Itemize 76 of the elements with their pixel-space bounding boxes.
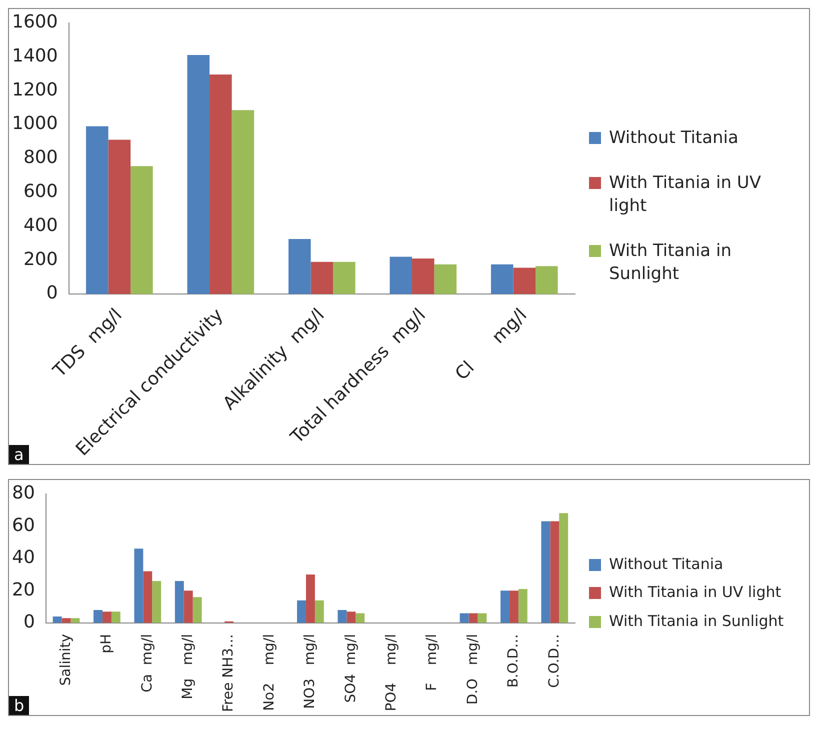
x-tick-label: Salinity	[58, 634, 74, 686]
bar	[143, 571, 152, 623]
bar	[184, 590, 193, 623]
bar	[338, 610, 347, 623]
bar	[297, 600, 306, 623]
bar	[412, 258, 434, 294]
x-tick-label: Ca mg/l	[139, 634, 156, 692]
x-tick-label: Mg mg/l	[180, 634, 196, 700]
x-tick-label: C.O.D…	[546, 634, 562, 688]
y-tick-label: 1000	[12, 113, 58, 134]
y-tick-label: 1600	[12, 11, 58, 32]
legend-label: Without Titania	[609, 554, 724, 574]
x-tick-label: pH	[98, 634, 115, 654]
bar	[490, 264, 514, 294]
y-tick-label: 0	[46, 282, 58, 304]
text: a	[9, 445, 29, 464]
bar	[513, 268, 536, 294]
y-tick-label: 200	[23, 248, 58, 270]
bar	[70, 618, 80, 623]
legend-label: With Titania in Sunlight	[609, 240, 732, 286]
bar	[187, 55, 210, 294]
text: b	[9, 696, 30, 715]
bar	[108, 140, 131, 294]
bar	[500, 590, 510, 623]
bar	[550, 521, 560, 623]
bar	[536, 266, 558, 294]
y-tick-label: 1400	[12, 45, 58, 66]
x-tick-label: F mg/l	[424, 634, 440, 691]
bar	[232, 110, 254, 294]
legend-label: Without Titania	[609, 127, 738, 150]
y-tick-label: 400	[23, 214, 58, 236]
bar	[333, 262, 356, 294]
bar	[509, 590, 518, 623]
y-tick-label: 0	[23, 612, 35, 633]
bar	[86, 126, 108, 294]
bar	[152, 580, 162, 623]
bar	[356, 613, 365, 623]
bar	[478, 613, 487, 623]
bar	[390, 256, 412, 294]
legend-label: With Titania in Sunlight	[609, 610, 784, 631]
x-tick-label: No2 mg/l	[261, 634, 278, 711]
y-tick-label: 1200	[12, 79, 58, 100]
x-tick-label: NO3 mg/l	[302, 634, 318, 709]
bar	[94, 610, 102, 623]
bar	[460, 613, 469, 623]
bar	[346, 612, 356, 623]
bar	[306, 574, 315, 623]
x-tick-label: SO4 mg/l	[342, 634, 359, 703]
x-tick-label: PO4 mg/l	[383, 634, 400, 712]
x-tick-label: Free NH3…	[220, 634, 237, 712]
bar	[559, 513, 568, 623]
x-tick-label: B.O.D…	[506, 634, 522, 688]
bar	[288, 238, 311, 294]
bar	[174, 580, 184, 623]
y-tick-label: 600	[23, 181, 58, 202]
y-tick-label: 60	[12, 514, 35, 536]
legend-label: With Titania in UV light	[609, 172, 762, 218]
y-tick-label: 80	[12, 482, 35, 504]
y-tick-label: 20	[12, 579, 35, 600]
bar	[134, 548, 144, 623]
legend-label: With Titania in UV light	[609, 582, 782, 603]
bar	[52, 616, 62, 623]
bar	[210, 74, 232, 294]
bar	[102, 612, 112, 623]
bar	[192, 597, 202, 623]
bar	[130, 166, 153, 294]
bar	[434, 264, 457, 294]
bar	[518, 589, 528, 623]
bar	[541, 521, 550, 623]
y-tick-label: 800	[23, 147, 58, 168]
bar	[310, 262, 334, 294]
bar	[111, 612, 120, 623]
bar	[468, 613, 478, 623]
bar	[314, 600, 324, 623]
y-tick-label: 40	[12, 547, 35, 568]
x-tick-label: D.O mg/l	[464, 634, 481, 705]
